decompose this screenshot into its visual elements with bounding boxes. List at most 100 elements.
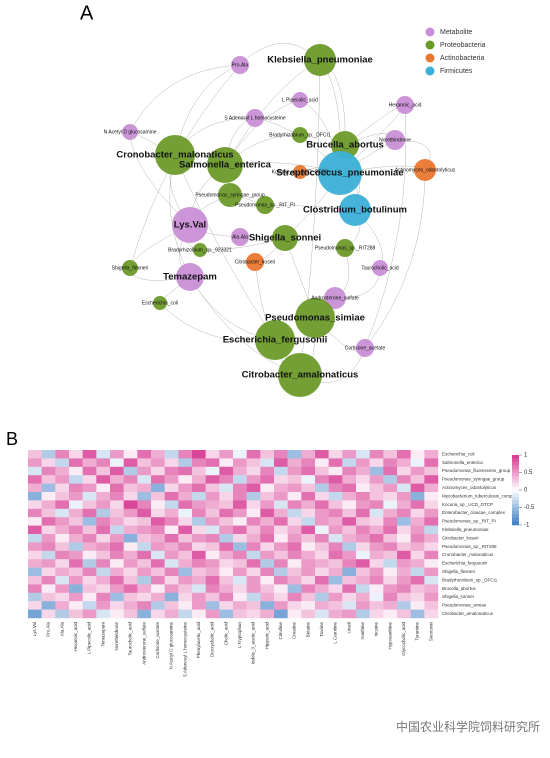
heat-cell <box>287 450 302 459</box>
heat-cell <box>110 584 124 593</box>
legend-swatch <box>425 53 435 63</box>
heat-cell <box>55 483 70 493</box>
heat-cell <box>410 492 425 501</box>
row-label: Shigella_flexneri <box>442 569 475 574</box>
heat-cell <box>69 576 83 585</box>
heat-cell <box>110 517 124 526</box>
heat-cell <box>410 584 425 593</box>
column-label: Deoxycholic_acid <box>210 622 215 658</box>
heat-cell <box>205 550 220 560</box>
heat-cell <box>287 508 302 518</box>
heat-cell <box>151 542 165 551</box>
heat-cell <box>383 550 398 560</box>
heat-cell <box>219 475 234 484</box>
heat-cell <box>164 492 179 501</box>
heat-cell <box>192 475 206 484</box>
heat-cell <box>205 592 220 602</box>
heat-cell <box>219 492 234 501</box>
heat-cell <box>137 500 152 509</box>
heat-cell <box>219 500 234 509</box>
column-label: Tyramine <box>415 622 420 641</box>
heat-cell <box>397 534 411 543</box>
node-label: Citrobacter_koseri <box>235 259 276 265</box>
heat-cell <box>123 500 138 509</box>
heat-cell <box>28 492 42 501</box>
heat-cell <box>315 576 329 585</box>
heat-cell <box>123 609 138 619</box>
heat-cell <box>383 576 398 585</box>
heat-cell <box>342 492 357 501</box>
heat-cell <box>274 500 288 509</box>
heat-cell <box>287 592 302 602</box>
heat-cell <box>246 492 261 501</box>
heat-cell <box>301 550 316 560</box>
heat-cell <box>69 525 83 535</box>
heat-cell <box>315 517 329 526</box>
heat-cell <box>82 542 97 551</box>
heat-cell <box>328 601 343 610</box>
heat-cell <box>287 542 302 551</box>
heat-cell <box>424 601 439 610</box>
heat-cell <box>192 567 206 577</box>
heat-cell <box>123 492 138 501</box>
heat-cell <box>55 458 70 467</box>
heat-cell <box>41 542 56 551</box>
heat-cell <box>219 576 234 585</box>
heat-cell <box>205 576 220 585</box>
heat-cell <box>178 483 193 493</box>
heat-cell <box>274 550 288 560</box>
heat-cell <box>260 534 275 543</box>
heat-cell <box>110 450 124 459</box>
heat-cell <box>383 534 398 543</box>
heat-cell <box>164 559 179 568</box>
heat-cell <box>328 466 343 476</box>
heat-cell <box>246 542 261 551</box>
heat-cell <box>192 534 206 543</box>
heat-cell <box>246 517 261 526</box>
heat-cell <box>96 500 111 509</box>
heat-cell <box>342 450 357 459</box>
heat-cell <box>178 534 193 543</box>
heat-cell <box>301 475 316 484</box>
heat-cell <box>301 601 316 610</box>
node <box>396 96 414 114</box>
node <box>155 135 195 175</box>
heat-cell <box>110 609 124 619</box>
heat-cell <box>356 559 370 568</box>
heat-cell <box>137 592 152 602</box>
heat-cell <box>274 517 288 526</box>
column-label: Temazepam <box>100 622 105 647</box>
heat-cell <box>178 576 193 585</box>
heat-cell <box>178 466 193 476</box>
heat-cell <box>246 500 261 509</box>
heat-cell <box>151 508 165 518</box>
heat-cell <box>96 508 111 518</box>
column-label: Uracil <box>346 622 351 634</box>
heat-cell <box>205 517 220 526</box>
heat-cell <box>246 508 261 518</box>
node <box>256 196 274 214</box>
column-label: Pro.Ala <box>46 622 51 637</box>
heat-cell <box>137 567 152 577</box>
heat-cell <box>342 500 357 509</box>
heat-cell <box>69 458 83 467</box>
heat-cell <box>342 466 357 476</box>
heat-cell <box>383 508 398 518</box>
node <box>176 263 204 291</box>
heat-cell <box>55 508 70 518</box>
node-label: Actinomyces_odontolyticus <box>395 167 456 173</box>
heat-cell <box>342 559 357 568</box>
heat-cell <box>410 500 425 509</box>
heat-cell <box>55 601 70 610</box>
heat-cell <box>82 576 97 585</box>
heat-cell <box>287 500 302 509</box>
heat-cell <box>28 500 42 509</box>
heat-cell <box>383 584 398 593</box>
heat-cell <box>424 576 439 585</box>
heat-cell <box>356 450 370 459</box>
heat-cell <box>383 466 398 476</box>
heat-cell <box>205 559 220 568</box>
heat-cell <box>328 592 343 602</box>
heat-cell <box>28 508 42 518</box>
heat-cell <box>69 609 83 619</box>
